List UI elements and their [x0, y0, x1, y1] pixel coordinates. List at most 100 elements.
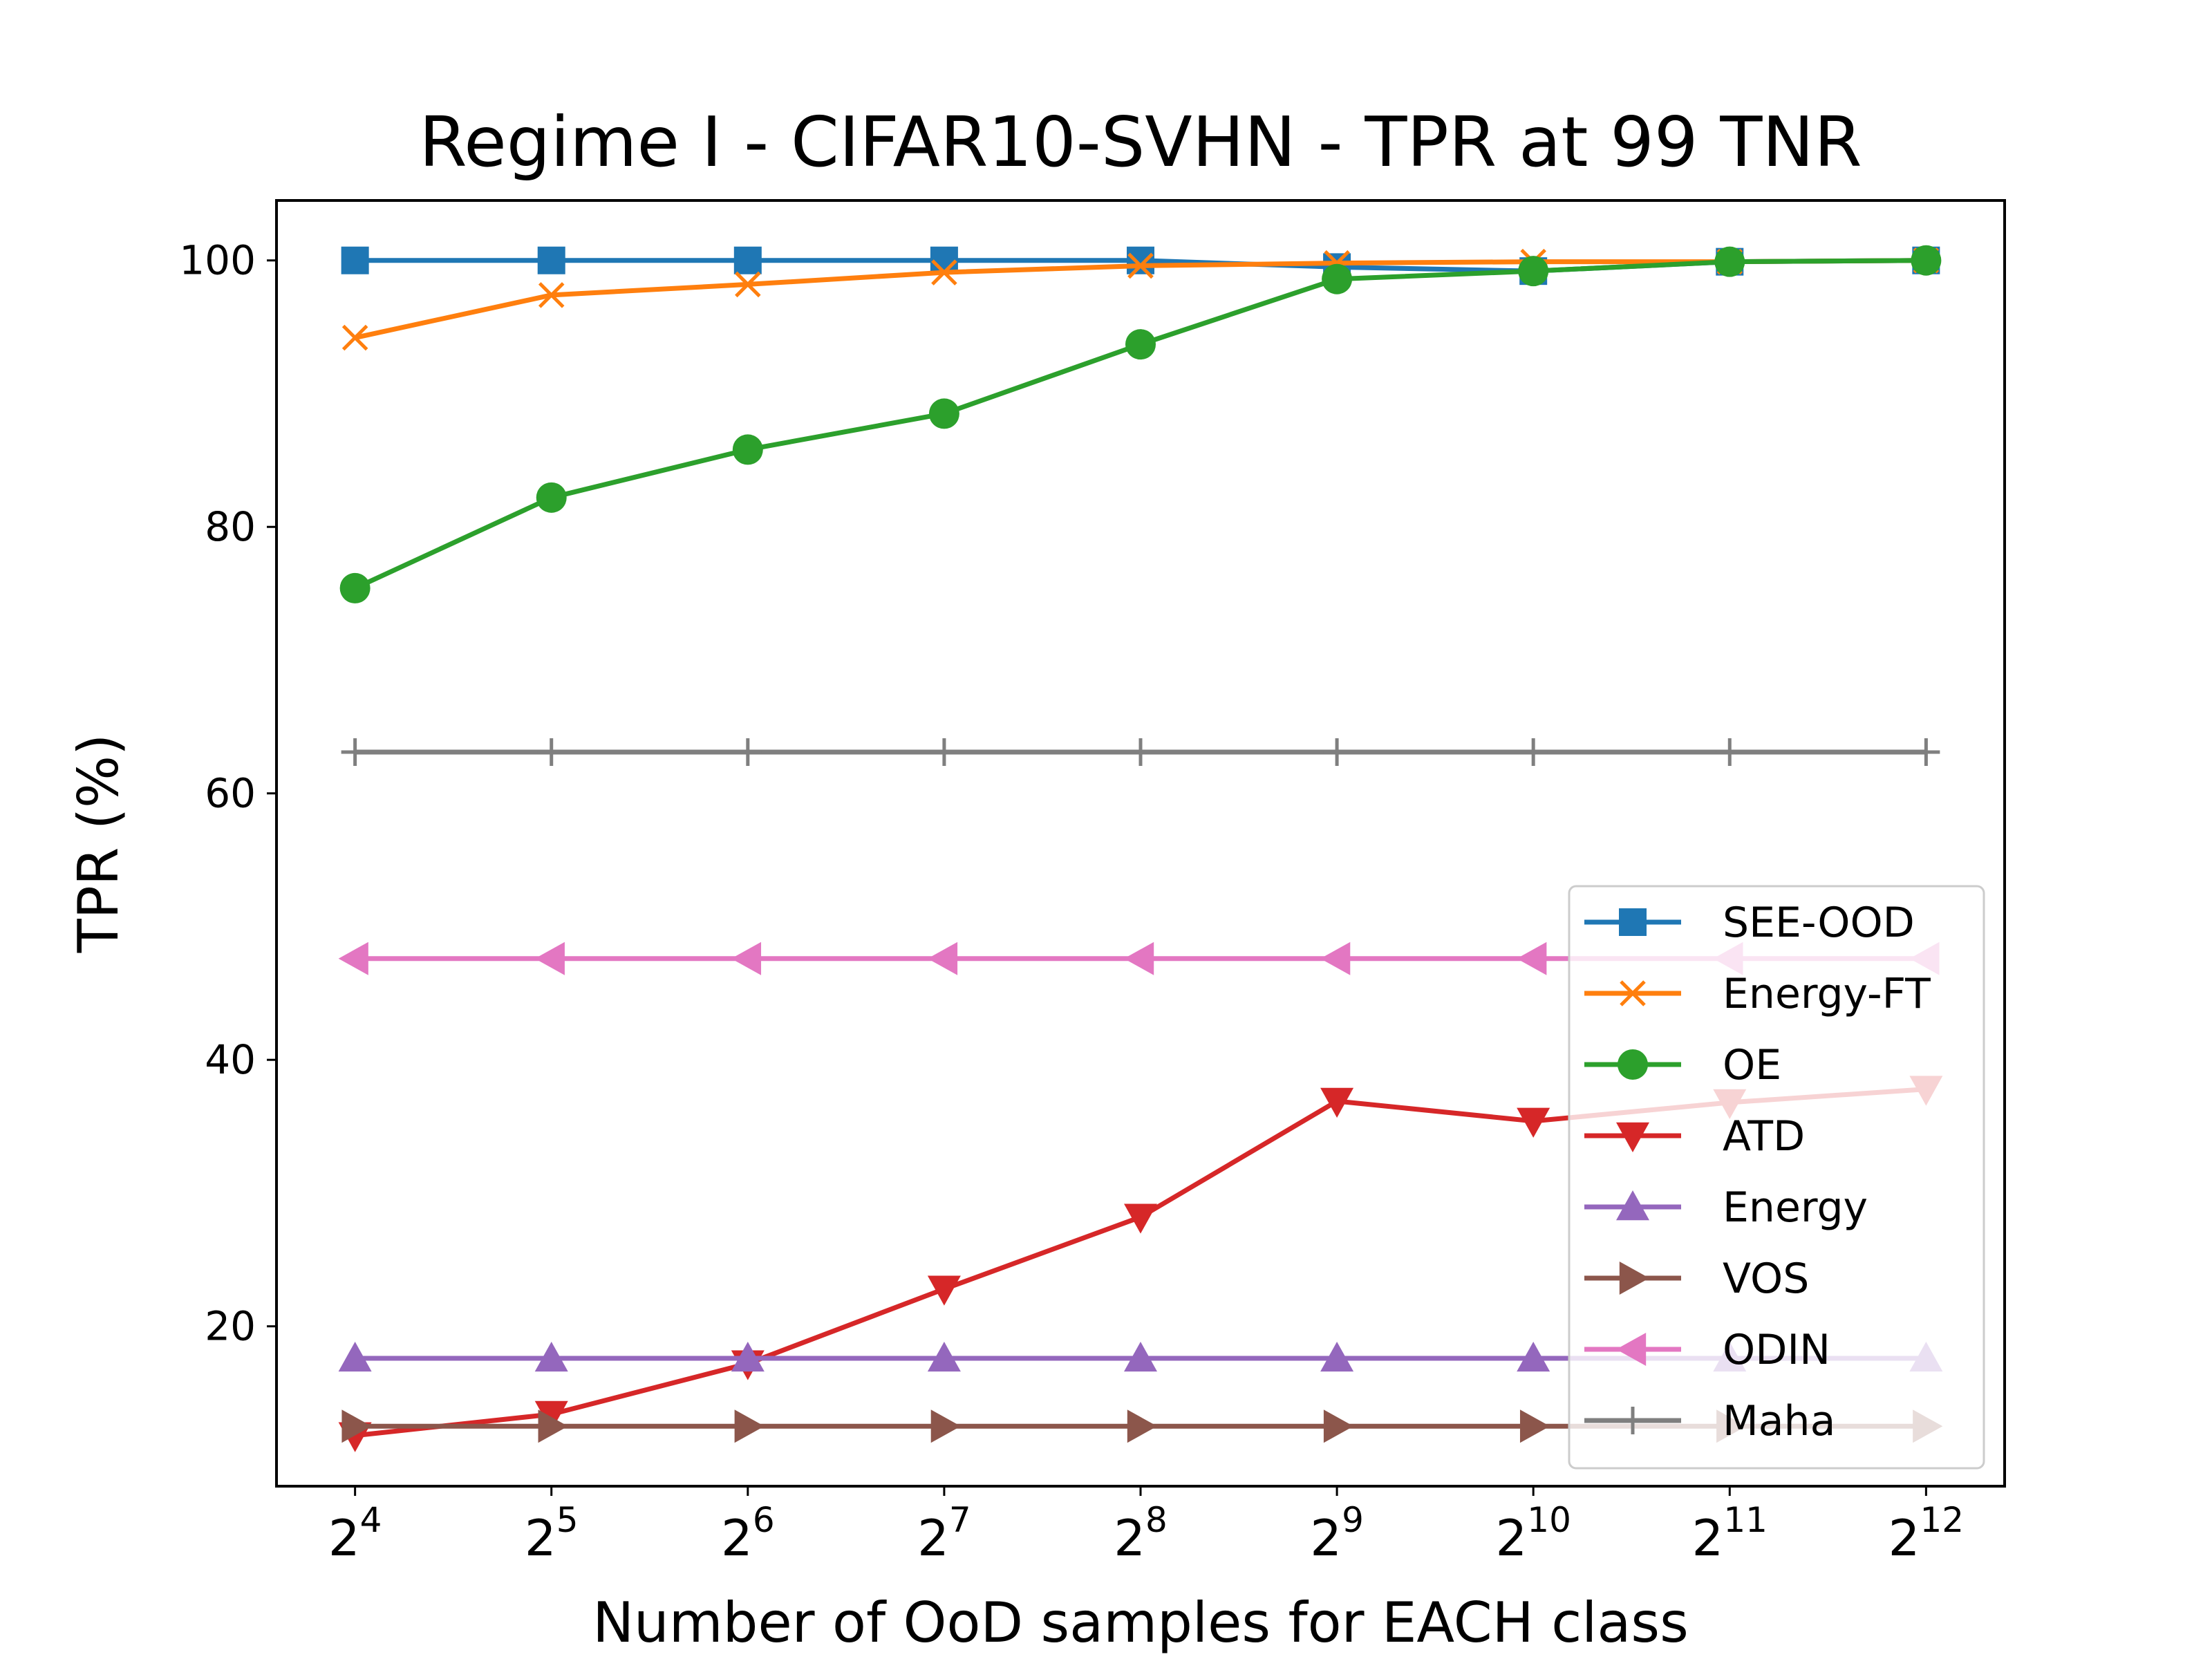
data-point [1124, 941, 1154, 975]
data-point [930, 1409, 961, 1443]
data-point [1912, 738, 1940, 766]
data-point [1714, 246, 1745, 277]
data-point [538, 282, 565, 308]
data-point [338, 1341, 372, 1372]
data-point [1124, 1341, 1157, 1372]
data-point [931, 259, 957, 285]
y-tick-label: 80 [205, 503, 256, 550]
legend-marker [1616, 1333, 1647, 1366]
plot-area [338, 245, 1943, 1452]
data-point [339, 572, 371, 603]
legend-marker [1616, 1122, 1649, 1152]
x-axis-label: Number of OoD samples for EACH class [592, 1591, 1689, 1655]
legend-item: Energy-FT [1584, 970, 1931, 1018]
legend-item: Energy [1584, 1183, 1868, 1232]
x-tick-label: 25 [525, 1500, 579, 1567]
data-point [1127, 246, 1154, 274]
legend-item: Maha [1584, 1397, 1835, 1445]
data-point [1320, 941, 1351, 975]
legend-item: ATD [1584, 1112, 1805, 1161]
data-point [927, 941, 958, 975]
chart-title: Regime I - CIFAR10-SVHN - TPR at 99 TNR [419, 102, 1862, 182]
y-tick-label: 20 [205, 1303, 256, 1350]
legend-marker [1620, 980, 1646, 1006]
data-point [534, 941, 565, 975]
y-axis: 20 40 60 80 100 [179, 237, 276, 1350]
data-point [1320, 1087, 1354, 1118]
data-point [731, 941, 762, 975]
data-point [1517, 941, 1547, 975]
data-point [930, 738, 958, 766]
series-maha [341, 738, 1940, 766]
data-point [536, 482, 567, 513]
data-point [1322, 263, 1353, 294]
legend-item: SEE-OOD [1584, 899, 1915, 947]
legend-item: VOS [1584, 1255, 1809, 1303]
data-point [538, 1409, 568, 1443]
legend-marker [1619, 1262, 1649, 1295]
x-tick-label: 212 [1888, 1500, 1964, 1567]
data-point [928, 398, 959, 429]
data-point [1323, 1409, 1354, 1443]
data-point [1320, 1341, 1354, 1372]
legend: SEE-OOD Energy-FT OE ATD Energy VOS ODIN Maha [1568, 885, 1985, 1470]
legend-marker [1619, 908, 1647, 936]
legend-label: VOS [1723, 1255, 1809, 1303]
x-axis: 24 25 26 27 28 29 210 211 212 [328, 1486, 1964, 1567]
legend-marker [1616, 1190, 1649, 1221]
x-tick-label: 29 [1310, 1500, 1364, 1567]
legend-label: ATD [1723, 1112, 1805, 1161]
legend-marker [1619, 1407, 1647, 1434]
data-point [338, 941, 368, 975]
data-point [341, 324, 368, 351]
data-point [1127, 252, 1154, 279]
legend-frame [1568, 885, 1985, 1470]
data-point [1517, 1341, 1550, 1372]
data-point [1127, 738, 1154, 766]
x-tick-label: 27 [917, 1500, 971, 1567]
data-point [534, 1341, 568, 1372]
data-point [1517, 1107, 1550, 1138]
y-tick-label: 40 [205, 1036, 256, 1083]
y-tick-label: 100 [179, 237, 256, 284]
legend-label: Energy-FT [1723, 970, 1931, 1018]
data-point [1323, 738, 1351, 766]
data-point [537, 738, 565, 766]
series-line [354, 258, 1927, 591]
legend-item: OE [1584, 1041, 1781, 1089]
legend-label: SEE-OOD [1723, 899, 1915, 947]
data-point [1519, 1409, 1550, 1443]
data-point [733, 738, 762, 766]
series-oe [339, 245, 1942, 603]
data-point [341, 1409, 372, 1443]
data-point [731, 1341, 765, 1372]
legend-label: Maha [1723, 1397, 1835, 1445]
data-point [341, 738, 369, 766]
data-point [927, 1275, 961, 1306]
data-point [1518, 256, 1549, 287]
x-tick-label: 24 [328, 1500, 382, 1567]
data-point [732, 434, 763, 465]
y-axis-label: TPR (%) [66, 734, 131, 954]
data-point [733, 246, 762, 274]
legend-item: ODIN [1584, 1326, 1830, 1374]
data-point [1716, 738, 1744, 766]
data-point [341, 246, 369, 274]
data-point [735, 271, 761, 298]
legend-label: OE [1723, 1041, 1781, 1089]
legend-label: ODIN [1723, 1326, 1830, 1374]
legend-marker [1618, 1049, 1648, 1080]
data-point [930, 246, 958, 274]
data-point [1125, 329, 1156, 360]
data-point [734, 1409, 765, 1443]
data-point [1127, 1409, 1157, 1443]
x-tick-label: 28 [1114, 1500, 1168, 1567]
x-tick-label: 210 [1495, 1500, 1571, 1567]
data-point [1519, 738, 1548, 766]
x-tick-label: 211 [1692, 1500, 1768, 1567]
data-point [1124, 1203, 1157, 1234]
data-point [534, 1400, 568, 1431]
data-point [927, 1341, 961, 1372]
x-tick-label: 26 [721, 1500, 775, 1567]
